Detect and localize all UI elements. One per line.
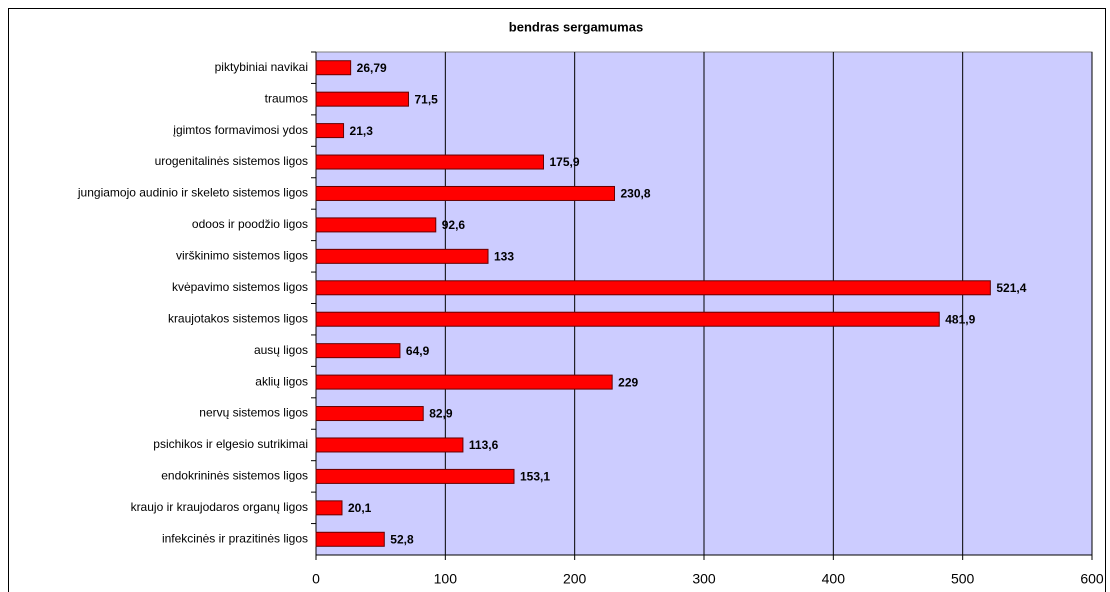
value-label: 153,1 xyxy=(520,470,550,484)
y-tick-label: endokrininės sistemos ligos xyxy=(161,469,308,483)
value-label: 21,3 xyxy=(350,124,374,138)
bar xyxy=(315,437,464,453)
x-tick-label: 500 xyxy=(951,571,975,587)
bar xyxy=(315,248,489,264)
y-tick-label: jungiamojo audinio ir skeleto sistemos l… xyxy=(77,186,308,200)
value-label: 113,6 xyxy=(469,438,499,452)
y-tick-label: infekcinės ir prazitinės ligos xyxy=(162,531,308,545)
bar xyxy=(315,123,345,139)
value-label: 175,9 xyxy=(549,155,579,169)
value-label: 92,6 xyxy=(442,218,466,232)
value-label: 64,9 xyxy=(406,344,430,358)
bar xyxy=(315,280,991,296)
bar xyxy=(315,60,352,76)
y-tick-label: piktybiniai navikai xyxy=(215,60,308,74)
value-label: 52,8 xyxy=(390,532,414,546)
value-label: 230,8 xyxy=(621,187,651,201)
bar xyxy=(315,531,385,547)
y-tick-label: įgimtos formavimosi ydos xyxy=(173,123,308,137)
x-tick-label: 200 xyxy=(563,571,587,587)
bar xyxy=(315,217,437,233)
chart-title: bendras sergamumas xyxy=(509,19,643,34)
value-label: 26,79 xyxy=(357,61,387,75)
x-tick-label: 400 xyxy=(822,571,846,587)
x-tick-label: 0 xyxy=(312,571,320,587)
value-label: 133 xyxy=(494,250,514,264)
bar xyxy=(315,500,343,516)
x-tick-label: 100 xyxy=(434,571,458,587)
y-tick-label: kraujotakos sistemos ligos xyxy=(168,311,308,325)
value-label: 71,5 xyxy=(414,92,438,106)
bar xyxy=(315,343,401,359)
y-tick-label: psichikos ir elgesio sutrikimai xyxy=(153,437,308,451)
value-label: 20,1 xyxy=(348,501,372,515)
bar xyxy=(315,91,409,107)
y-tick-label: urogenitalinės sistemos ligos xyxy=(155,154,308,168)
y-tick-label: aklių ligos xyxy=(255,374,308,388)
value-label: 521,4 xyxy=(996,281,1026,295)
y-tick-label: virškinimo sistemos ligos xyxy=(176,249,308,263)
bar xyxy=(315,185,616,201)
value-label: 82,9 xyxy=(429,407,453,421)
bar xyxy=(315,468,515,484)
x-tick-label: 600 xyxy=(1080,571,1104,587)
y-tick-label: kraujo ir kraujodaros organų ligos xyxy=(131,500,308,514)
bar xyxy=(315,311,940,327)
y-tick-label: nervų sistemos ligos xyxy=(199,406,308,420)
value-label: 481,9 xyxy=(945,312,975,326)
bar xyxy=(315,374,613,390)
x-tick-label: 300 xyxy=(692,571,716,587)
y-tick-label: ausų ligos xyxy=(254,343,308,357)
bar xyxy=(315,406,424,422)
value-label: 229 xyxy=(618,375,638,389)
y-tick-label: odoos ir poodžio ligos xyxy=(192,217,308,231)
y-tick-label: traumos xyxy=(265,91,308,105)
y-tick-label: kvėpavimo sistemos ligos xyxy=(172,280,308,294)
bar xyxy=(315,154,544,170)
